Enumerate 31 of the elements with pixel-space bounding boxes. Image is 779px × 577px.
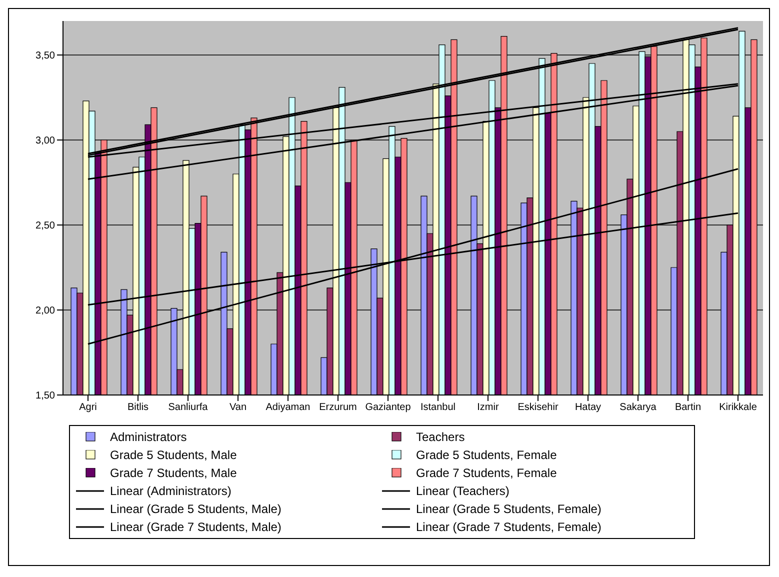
x-tick-label: Erzurum (319, 402, 357, 414)
x-tick-label: Istanbul (420, 402, 456, 414)
legend-label: Linear (Teachers) (416, 484, 510, 498)
x-tick-label: Izmir (477, 402, 500, 414)
x-tick-label: Van (229, 402, 247, 414)
legend-label: Administrators (110, 430, 187, 444)
x-tick-label: Bartin (674, 402, 702, 414)
y-tick-label: 2,00 (36, 306, 56, 317)
legend-label: Grade 5 Students, Male (110, 448, 237, 462)
legend-label: Linear (Grade 7 Students, Male) (110, 520, 282, 534)
x-tick-label: Kirikkale (719, 402, 758, 414)
y-tick-label: 1,50 (36, 390, 56, 402)
x-tick-label: Bitlis (127, 402, 149, 414)
legend-label: Linear (Administrators) (110, 484, 232, 498)
legend-label: Grade 5 Students, Female (416, 448, 557, 462)
x-tick-label: Sakarya (620, 402, 657, 414)
x-tick-label: Hatay (574, 402, 602, 414)
x-tick-label: Adiyaman (266, 402, 310, 414)
legend-label: Linear (Grade 5 Students, Female) (416, 502, 602, 516)
x-tick-label: Eskisehir (518, 402, 559, 414)
legend-label: Linear (Grade 7 Students, Female) (416, 520, 602, 534)
x-tick-label: Gaziantep (365, 402, 412, 414)
y-tick-label: 3,50 (36, 50, 56, 62)
legend-label: Linear (Grade 5 Students, Male) (110, 502, 282, 516)
legend-label: Teachers (416, 430, 465, 444)
legend-label: Grade 7 Students, Male (110, 466, 237, 480)
y-tick-label: 2,50 (36, 220, 56, 232)
x-tick-label: Sanliurfa (168, 402, 208, 414)
legend-label: Grade 7 Students, Female (416, 466, 557, 480)
y-tick-label: 3,00 (36, 136, 56, 147)
x-tick-label: Agri (79, 402, 97, 414)
